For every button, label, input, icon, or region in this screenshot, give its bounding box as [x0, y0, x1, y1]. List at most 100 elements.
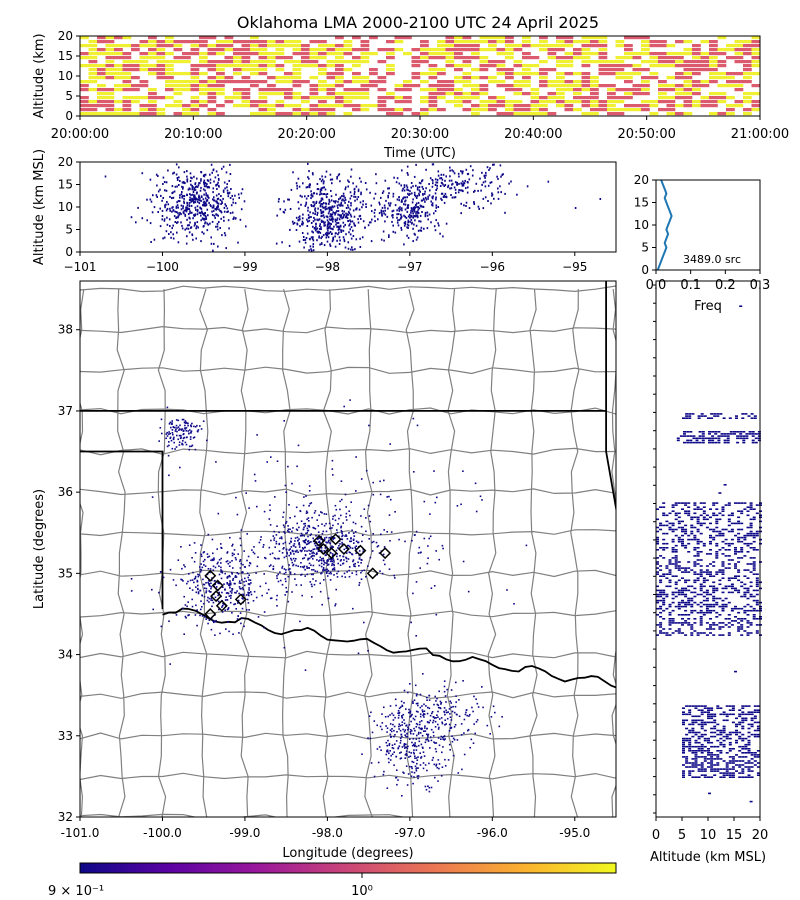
- plan-view-source: [394, 734, 396, 736]
- plan-view-source: [387, 757, 390, 760]
- lon-alt-source: [358, 177, 361, 180]
- time-height-cell: [547, 92, 557, 96]
- lon-alt-source: [196, 221, 199, 224]
- lon-alt-source: [430, 200, 432, 203]
- lon-alt-source: [213, 242, 215, 245]
- time-height-cell: [97, 52, 106, 56]
- lon-alt-source: [428, 213, 431, 216]
- plan-view-source: [332, 546, 334, 548]
- lon-alt-source: [340, 231, 343, 233]
- plan-view-source: [441, 736, 444, 739]
- lon-alt-source: [407, 215, 410, 218]
- alt-lat-source: [662, 628, 666, 630]
- plan-view-source: [305, 510, 308, 513]
- lon-alt-source: [440, 173, 443, 176]
- lon-alt-source: [229, 163, 231, 166]
- lon-alt-source: [181, 181, 184, 184]
- plan-view-source: [190, 425, 193, 428]
- plan-view-source: [269, 553, 272, 556]
- plan-view-source: [427, 736, 429, 738]
- lon-alt-source: [464, 179, 466, 182]
- plan-view-source: [197, 429, 200, 431]
- time-height-cell: [598, 72, 608, 76]
- lon-alt-source: [178, 200, 181, 203]
- lon-alt-source: [467, 181, 469, 184]
- plan-view-source: [289, 548, 291, 550]
- plan-view-source: [188, 448, 191, 451]
- lon-alt-source: [327, 229, 329, 232]
- alt-lat-source: [659, 605, 663, 608]
- lon-alt-source: [396, 213, 398, 216]
- alt-lat-source: [671, 575, 675, 577]
- plan-view-source: [223, 583, 225, 585]
- plan-view-source: [424, 730, 427, 732]
- time-height-cell: [590, 76, 599, 80]
- alt-lat-source: [746, 634, 750, 636]
- alt-lat-source: [740, 585, 744, 588]
- plan-view-source: [408, 708, 410, 711]
- alt-lat-source: [676, 439, 680, 442]
- plan-view-source: [419, 764, 422, 766]
- lon-alt-source: [387, 196, 389, 199]
- time-height-cell: [105, 96, 115, 100]
- lon-alt-source: [183, 200, 185, 203]
- lon-alt-source: [189, 193, 191, 196]
- plan-view-source: [247, 591, 249, 594]
- state-border: [80, 450, 164, 610]
- alt-lat-source: [668, 585, 672, 588]
- plan-view-source: [492, 705, 495, 708]
- time-height-cell: [241, 48, 251, 52]
- alt-lat-source: [659, 565, 663, 567]
- lon-alt-source: [313, 192, 316, 195]
- alt-lat-source: [656, 589, 659, 592]
- plan-view-source: [199, 568, 202, 571]
- plan-view-source: [203, 583, 206, 586]
- alt-lat-source: [701, 439, 705, 442]
- lon-alt-source: [212, 191, 214, 194]
- alt-lat-source: [734, 565, 737, 567]
- alt-lat-source: [746, 632, 750, 634]
- lon-alt-source: [449, 166, 451, 169]
- plan-view-source: [297, 565, 299, 567]
- time-height-cell: [394, 48, 404, 52]
- plan-view-source: [295, 584, 298, 586]
- lon-alt-source: [334, 213, 336, 216]
- lon-alt-source: [408, 194, 410, 196]
- time-height-cell: [547, 56, 557, 60]
- lon-alt-source: [226, 211, 228, 213]
- time-height-cell: [173, 44, 183, 48]
- plan-view-source: [336, 576, 339, 578]
- lon-alt-source: [322, 186, 324, 189]
- time-height-cell: [318, 112, 327, 116]
- plan-view-source: [416, 693, 418, 695]
- plan-view-source: [399, 752, 401, 754]
- lon-alt-source: [451, 169, 453, 172]
- time-height-cell: [598, 84, 608, 88]
- alt-lat-source: [656, 557, 659, 559]
- plan-view-source: [408, 756, 410, 758]
- plan-view-source: [401, 735, 403, 738]
- plan-view-source: [466, 714, 468, 717]
- plan-view-source: [226, 560, 229, 562]
- lon-alt-source: [185, 208, 187, 211]
- lon-alt-source: [367, 224, 370, 227]
- alt-lat-source: [711, 431, 715, 433]
- lon-alt-source: [222, 189, 225, 192]
- plan-view-source: [431, 712, 433, 715]
- time-height-cell: [114, 72, 123, 76]
- lon-alt-source: [322, 193, 324, 196]
- lon-alt-source: [188, 201, 191, 204]
- lon-alt-source: [331, 213, 334, 216]
- alt-lat-source: [709, 618, 712, 620]
- lon-alt-source: [310, 190, 312, 193]
- plan-view-source: [182, 580, 184, 582]
- lon-alt-source: [278, 198, 280, 200]
- lon-alt-source: [340, 203, 342, 206]
- time-height-cell: [675, 84, 684, 88]
- plan-view-source: [202, 420, 205, 422]
- lon-alt-source: [329, 245, 332, 247]
- lon-alt-source: [169, 207, 171, 210]
- plan-view-source: [410, 621, 412, 624]
- plan-view-source: [349, 547, 352, 549]
- station-marker: [211, 579, 224, 592]
